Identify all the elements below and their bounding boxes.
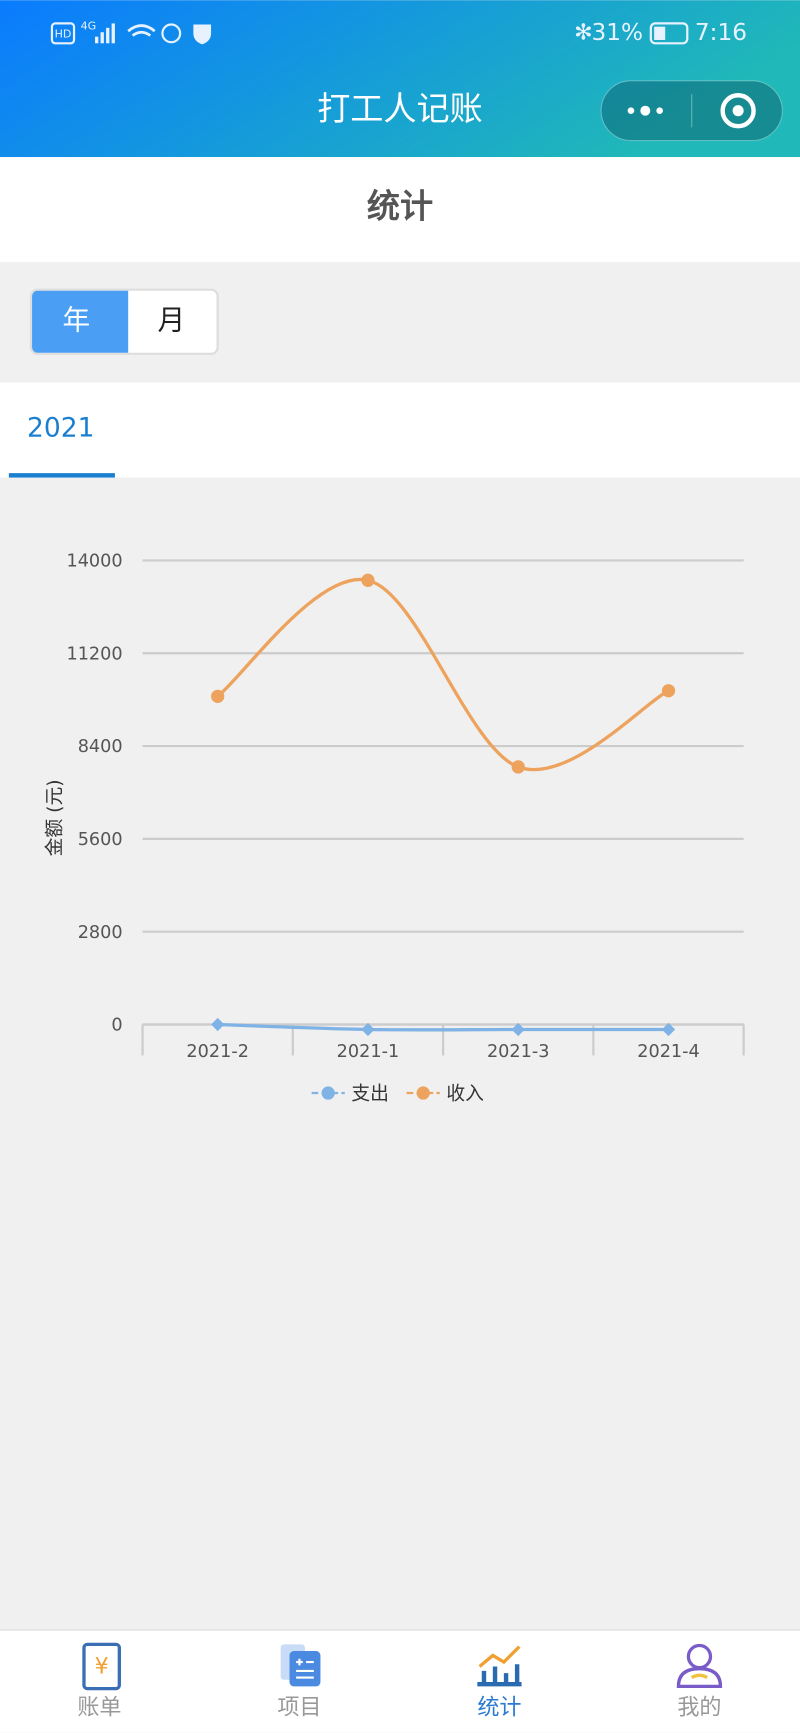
- signal-icon: [95, 23, 115, 44]
- y-tick-label: 5600: [78, 830, 123, 850]
- y-tick-label: 14000: [66, 552, 122, 572]
- point: [361, 573, 375, 587]
- x-tick-label: 2021-4: [637, 1042, 700, 1062]
- x-tick-label: 2021-2: [186, 1042, 249, 1062]
- legend-marker: [416, 1086, 430, 1100]
- x-tick-label: 2021-1: [337, 1042, 400, 1062]
- bluetooth-icon: ✻: [574, 19, 592, 45]
- shield-icon: [193, 24, 212, 45]
- hd-box: [50, 22, 76, 45]
- hd-icon: HD: [55, 27, 72, 40]
- bill-icon: ¥: [82, 1642, 121, 1691]
- tab-indicator: [8, 473, 115, 478]
- battery-icon: [649, 22, 689, 45]
- x-tick-label: 2021-3: [487, 1042, 550, 1062]
- y-tick-label: 11200: [66, 644, 122, 664]
- legend-label: 支出: [351, 1083, 389, 1105]
- wifi-icon: [127, 24, 156, 37]
- battery-level: 31%: [592, 19, 644, 46]
- point: [661, 684, 676, 698]
- profile-icon: [676, 1643, 723, 1689]
- toggle-active[interactable]: [32, 290, 129, 353]
- line: [217, 1022, 669, 1032]
- chart: 0 2800 5600 8400 11200 14000 金额 (元) 2021-2 2021-…: [44, 552, 745, 1105]
- network-label: 4G: [81, 20, 97, 33]
- svg-text:¥: ¥: [95, 1654, 109, 1680]
- battery-fill: [654, 26, 666, 40]
- project-icon: [280, 1644, 321, 1687]
- close-button[interactable]: [720, 93, 756, 129]
- nav-mine[interactable]: 我的: [677, 1694, 721, 1720]
- page-title: 统计: [367, 186, 433, 225]
- point: [211, 689, 225, 703]
- nav-stats[interactable]: 统计: [477, 1694, 521, 1720]
- nav-project[interactable]: 项目: [277, 1694, 321, 1720]
- tab-bar-top: [0, 382, 800, 478]
- more-button[interactable]: [627, 105, 663, 116]
- app-title: 打工人记账: [317, 89, 483, 128]
- year-tab[interactable]: 2021: [27, 412, 94, 443]
- legend-label: 收入: [446, 1083, 484, 1105]
- clock: 7:16: [695, 19, 747, 46]
- toggle-year[interactable]: 年: [62, 304, 90, 337]
- y-axis-label: 金额 (元): [44, 779, 66, 856]
- title-bar: [0, 157, 800, 263]
- y-tick-label: 8400: [78, 737, 123, 757]
- legend-marker: [321, 1086, 335, 1100]
- nav-bill[interactable]: 账单: [77, 1694, 121, 1720]
- point: [211, 1017, 225, 1032]
- alarm-icon: [161, 23, 182, 44]
- line: [216, 577, 670, 772]
- stats-icon: [477, 1645, 522, 1687]
- bottom-nav: [0, 1630, 800, 1733]
- y-tick-label: 2800: [78, 923, 123, 943]
- y-tick-label: 0: [111, 1016, 122, 1036]
- toggle-month[interactable]: 月: [157, 304, 185, 337]
- point: [511, 760, 525, 774]
